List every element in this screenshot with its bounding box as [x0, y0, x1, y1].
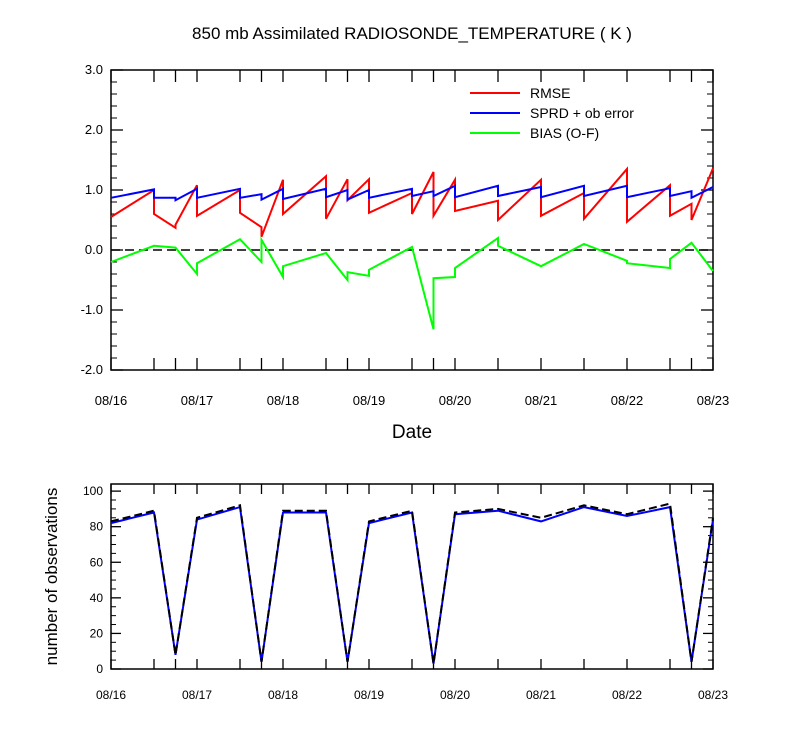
bottom-y-tick-label: 100	[83, 484, 103, 498]
top-chart-title: 850 mb Assimilated RADIOSONDE_TEMPERATUR…	[192, 24, 632, 43]
bottom-y-tick-label: 40	[90, 591, 104, 605]
bottom-y-axis-label: number of observations	[42, 488, 61, 666]
top-x-tick-label: 08/20	[439, 393, 472, 408]
top-legend-label: RMSE	[530, 85, 570, 101]
bottom-y-tick-label: 60	[90, 555, 104, 569]
bottom-x-tick-label: 08/21	[526, 688, 556, 702]
bottom-series-line-assimilated-observations	[110, 505, 714, 664]
bottom-y-tick-label: 80	[90, 520, 104, 534]
top-y-tick-label: 1.0	[85, 182, 103, 197]
bottom-x-tick-label: 08/20	[440, 688, 470, 702]
bottom-series-line-total-observations	[110, 502, 714, 664]
top-x-tick-label: 08/17	[181, 393, 214, 408]
top-y-tick-label: 3.0	[85, 62, 103, 77]
top-x-tick-label: 08/23	[697, 393, 730, 408]
top-x-tick-label: 08/19	[353, 393, 386, 408]
bottom-x-tick-label: 08/17	[182, 688, 212, 702]
top-x-tick-label: 08/22	[611, 393, 644, 408]
top-y-tick-label: 2.0	[85, 122, 103, 137]
bottom-x-tick-label: 08/18	[268, 688, 298, 702]
bottom-y-tick-label: 20	[90, 626, 104, 640]
top-x-axis-label: Date	[392, 422, 432, 443]
bottom-x-tick-label: 08/23	[698, 688, 728, 702]
top-x-tick-label: 08/18	[267, 393, 300, 408]
top-y-tick-label: -1.0	[81, 302, 103, 317]
bottom-x-tick-label: 08/22	[612, 688, 642, 702]
top-legend-label: BIAS (O-F)	[530, 125, 599, 141]
top-x-tick-label: 08/21	[525, 393, 558, 408]
top-y-tick-label: -2.0	[81, 362, 103, 377]
bottom-x-tick-label: 08/19	[354, 688, 384, 702]
top-legend-label: SPRD + ob error	[530, 105, 634, 121]
top-x-tick-label: 08/16	[95, 393, 128, 408]
top-series-line-sprd-ob-error	[110, 184, 714, 202]
bottom-x-tick-label: 08/16	[96, 688, 126, 702]
top-series-line-rmse	[110, 166, 714, 238]
bottom-y-tick-label: 0	[96, 662, 103, 676]
top-series-line-bias-o-f	[110, 236, 714, 330]
top-y-tick-label: 0.0	[85, 242, 103, 257]
